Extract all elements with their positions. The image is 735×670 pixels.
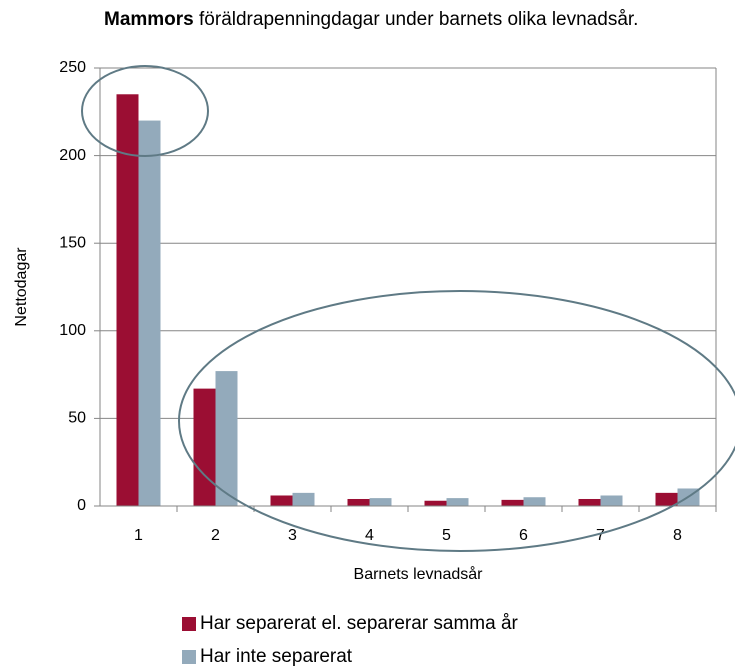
bar bbox=[446, 498, 469, 506]
x-tick-label: 1 bbox=[134, 527, 143, 544]
bar bbox=[655, 492, 678, 506]
bar bbox=[578, 498, 601, 506]
bar bbox=[215, 371, 238, 506]
x-tick-label: 6 bbox=[519, 527, 528, 544]
legend-swatch bbox=[182, 650, 196, 664]
x-tick-label: 7 bbox=[596, 527, 605, 544]
bar bbox=[270, 495, 293, 506]
chart-title: Mammors föräldrapenningdagar under barne… bbox=[104, 6, 664, 33]
x-tick-label: 4 bbox=[365, 527, 374, 544]
legend-label: Har separerat el. separerar samma år bbox=[200, 613, 519, 634]
bar bbox=[138, 120, 161, 506]
bar bbox=[501, 499, 524, 506]
annotation-ellipse bbox=[81, 65, 209, 157]
y-tick-label: 50 bbox=[68, 410, 86, 427]
y-tick-label: 0 bbox=[77, 497, 86, 514]
title-rest: föräldrapenningdagar under barnets olika… bbox=[199, 9, 639, 30]
bar bbox=[116, 94, 139, 506]
title-bold: Mammors bbox=[104, 9, 194, 30]
bar bbox=[600, 495, 623, 506]
x-tick-label: 8 bbox=[673, 527, 682, 544]
bar bbox=[193, 388, 216, 506]
bar bbox=[369, 498, 392, 506]
x-tick-label: 2 bbox=[211, 527, 220, 544]
y-tick-label: 250 bbox=[59, 59, 86, 76]
y-tick-label: 150 bbox=[59, 234, 86, 251]
x-tick-label: 5 bbox=[442, 527, 451, 544]
bar bbox=[523, 497, 546, 506]
annotation-ellipse bbox=[178, 290, 735, 552]
legend-label: Har inte separerat bbox=[200, 646, 353, 667]
bar bbox=[292, 492, 315, 506]
x-tick-label: 3 bbox=[288, 527, 297, 544]
y-tick-label: 200 bbox=[59, 147, 86, 164]
x-axis-title: Barnets levnadsår bbox=[354, 565, 484, 583]
legend-swatch bbox=[182, 617, 196, 631]
y-axis-title: Nettodagar bbox=[13, 247, 30, 327]
y-tick-label: 100 bbox=[59, 322, 86, 339]
bar bbox=[424, 500, 447, 506]
bar bbox=[347, 498, 370, 506]
